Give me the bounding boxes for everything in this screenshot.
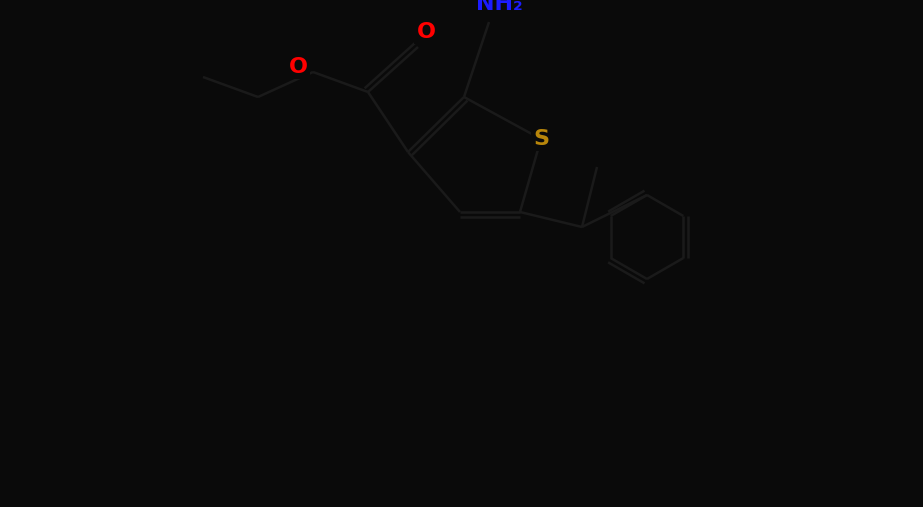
Text: NH₂: NH₂ bbox=[475, 0, 522, 14]
Text: S: S bbox=[533, 129, 549, 149]
Text: O: O bbox=[289, 57, 307, 77]
Text: O: O bbox=[416, 22, 436, 42]
